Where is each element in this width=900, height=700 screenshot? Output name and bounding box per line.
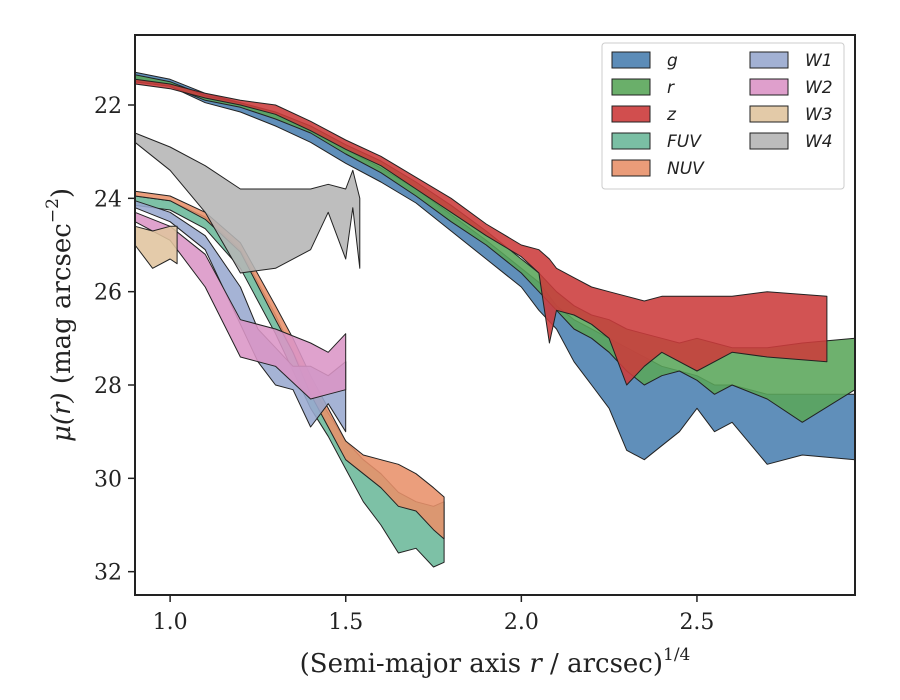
- legend-swatch-W3: [749, 105, 789, 123]
- band-W2: [134, 211, 347, 400]
- legend-label-W1: W1: [805, 51, 833, 71]
- legend-label-z: z: [666, 105, 677, 125]
- band-W4: [134, 132, 361, 274]
- legend-swatch-W2: [749, 78, 789, 96]
- legend-label-W4: W4: [805, 132, 833, 152]
- y-tick-label: 22: [94, 94, 122, 119]
- y-tick-label: 28: [94, 374, 122, 399]
- legend-swatch-r: [611, 78, 651, 96]
- legend-label-r: r: [667, 78, 675, 98]
- legend-swatch-W4: [749, 132, 789, 150]
- y-tick-label: 26: [94, 281, 122, 306]
- x-tick-label: 2.0: [504, 610, 539, 635]
- x-tick-label: 1.0: [153, 610, 188, 635]
- legend-label-W3: W3: [805, 105, 833, 125]
- x-tick-label: 1.5: [328, 610, 363, 635]
- x-axis-ticks: 1.0 1.5 2.0 2.5: [153, 595, 714, 635]
- plot-frame: [134, 34, 856, 596]
- legend-label-W2: W2: [805, 78, 833, 98]
- y-axis-ticks: 22 24 26 28 30 32: [94, 94, 135, 586]
- x-tick-label: 2.5: [679, 610, 714, 635]
- legend-swatch-NUV: [611, 159, 651, 177]
- y-tick-label: 32: [94, 561, 122, 586]
- band-W3: [134, 225, 178, 269]
- y-tick-label: 24: [94, 187, 122, 212]
- legend-swatch-FUV: [611, 132, 651, 150]
- legend-swatch-W1: [749, 51, 789, 69]
- y-tick-label: 30: [94, 467, 122, 492]
- legend-label-NUV: NUV: [667, 159, 705, 179]
- legend-swatch-z: [611, 105, 651, 123]
- legend: grz FUV NUV W1 W2 W3 W4: [601, 42, 845, 190]
- legend-label-FUV: FUV: [667, 132, 702, 152]
- x-axis-label: (Semi-major axis r / arcsec)1/4: [300, 645, 691, 679]
- y-axis-label: μ(r) (mag arcsec−2): [43, 188, 77, 442]
- legend-label-g: g: [667, 51, 678, 71]
- legend-swatch-g: [611, 51, 651, 69]
- band-z: [134, 78, 828, 386]
